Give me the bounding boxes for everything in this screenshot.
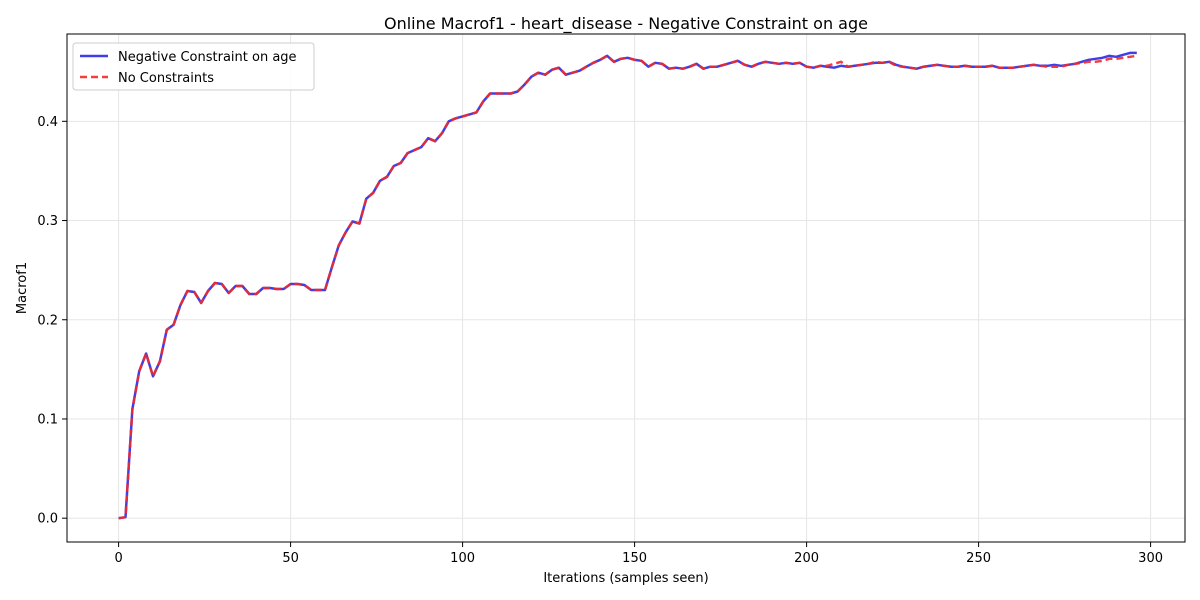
plot-frame (66, 33, 1186, 543)
x-axis-label: Iterations (samples seen) (543, 571, 708, 586)
y-tick-label: 0.1 (37, 412, 58, 427)
legend-box (72, 42, 315, 91)
y-axis: 0.0 0.1 0.2 0.3 0.4 (37, 115, 67, 527)
y-tick-label: 0.3 (37, 214, 58, 229)
y-axis-label: Macrof1 (15, 262, 30, 314)
series-line-0 (118, 51, 1137, 520)
legend-label-no-constraints: No Constraints (118, 71, 214, 86)
x-tick-label: 150 (622, 551, 647, 566)
x-tick-label: 0 (114, 551, 122, 566)
series-line-1 (118, 54, 1137, 520)
x-axis: 0 50 100 150 200 250 300 (114, 542, 1163, 566)
y-tick-label: 0.4 (37, 115, 58, 130)
grid (67, 34, 1185, 542)
x-tick-label: 100 (450, 551, 475, 566)
chart-title: Online Macrof1 - heart_disease - Negativ… (384, 14, 868, 34)
x-tick-label: 250 (966, 551, 991, 566)
y-tick-label: 0.2 (37, 313, 58, 328)
legend-label-negative-constraint: Negative Constraint on age (118, 50, 297, 65)
legend: Negative Constraint on age No Constraint… (72, 42, 315, 91)
series-layer (118, 51, 1137, 520)
x-tick-label: 300 (1138, 551, 1163, 566)
x-tick-label: 50 (282, 551, 299, 566)
y-tick-label: 0.0 (37, 512, 58, 527)
x-tick-label: 200 (794, 551, 819, 566)
